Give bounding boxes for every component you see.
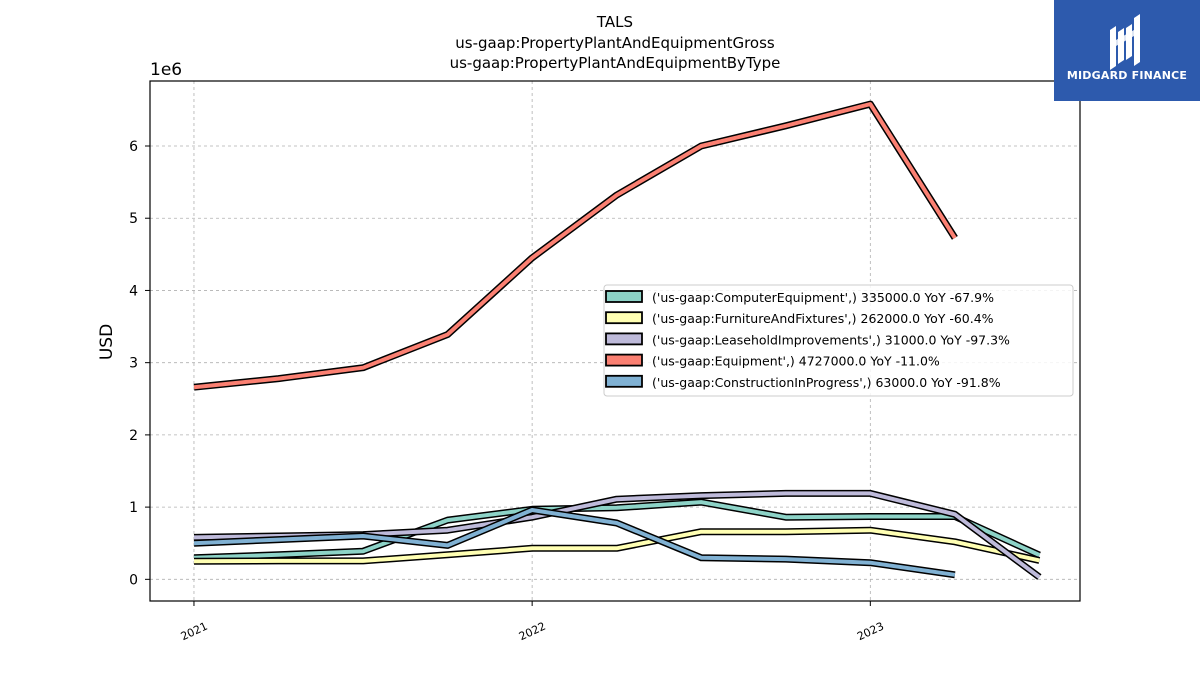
chart-title-line-1: TALS bbox=[596, 13, 633, 31]
logo-text: MIDGARD FINANCE bbox=[1066, 69, 1188, 82]
chart-title-line-2: us-gaap:PropertyPlantAndEquipmentGross bbox=[455, 34, 775, 52]
legend-swatch bbox=[605, 353, 643, 367]
logo-mark-icon bbox=[1110, 14, 1140, 70]
y-tick-label: 6 bbox=[129, 139, 138, 155]
series-line bbox=[193, 508, 956, 577]
legend-label: ('us-gaap:ComputerEquipment',) 335000.0 … bbox=[652, 290, 994, 305]
y-scale-label: 1e6 bbox=[150, 60, 182, 80]
legend-label: ('us-gaap:ConstructionInProgress',) 6300… bbox=[652, 375, 1001, 390]
legend-label: ('us-gaap:Equipment',) 4727000.0 YoY -11… bbox=[652, 354, 940, 369]
series-line bbox=[193, 500, 1041, 560]
plot-frame bbox=[149, 80, 1081, 602]
y-tick-label: 1 bbox=[129, 500, 138, 516]
y-tick-label: 3 bbox=[129, 356, 138, 372]
chart-title-line-3: us-gaap:PropertyPlantAndEquipmentByType bbox=[450, 54, 781, 72]
legend-label: ('us-gaap:LeaseholdImprovements',) 31000… bbox=[652, 332, 1010, 347]
x-tick-label: 2021 bbox=[179, 620, 210, 644]
legend-frame bbox=[603, 284, 1074, 397]
y-tick-label: 5 bbox=[129, 211, 138, 227]
y-tick-label: 0 bbox=[129, 572, 138, 588]
y-tick-label: 4 bbox=[129, 283, 138, 299]
y-axis-label: USD bbox=[97, 324, 117, 360]
series-lines bbox=[193, 100, 1042, 580]
series-line bbox=[193, 102, 957, 390]
series-line bbox=[193, 528, 1040, 564]
legend-swatch bbox=[605, 290, 643, 303]
y-tick-label: 2 bbox=[129, 428, 138, 444]
legend-swatch bbox=[605, 311, 643, 325]
legend-label: ('us-gaap:FurnitureAndFixtures',) 262000… bbox=[652, 311, 994, 326]
x-tick-label: 2023 bbox=[855, 620, 886, 644]
midgard-finance-logo: MIDGARD FINANCE bbox=[1054, 0, 1200, 101]
legend: ('us-gaap:ComputerEquipment',) 335000.0 … bbox=[603, 284, 1074, 397]
legend-swatch bbox=[605, 374, 643, 388]
legend-swatch bbox=[605, 332, 643, 346]
x-tick-label: 2022 bbox=[517, 620, 548, 644]
